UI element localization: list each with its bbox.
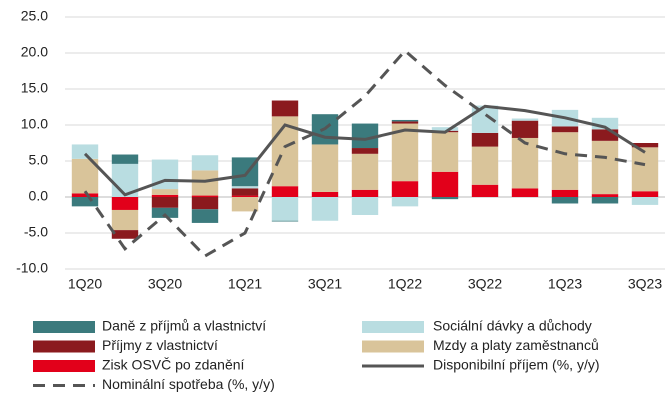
bar-segment xyxy=(551,197,579,204)
bar-segment xyxy=(551,132,579,190)
bar-segment xyxy=(391,181,419,197)
y-tick-label: 0.0 xyxy=(29,188,49,204)
x-tick-label: 1Q21 xyxy=(228,276,262,292)
bar-segment xyxy=(191,209,219,223)
y-tick-label: 20.0 xyxy=(21,44,48,60)
legend-label: Sociální dávky a důchody xyxy=(433,318,592,334)
x-tick-label: 3Q20 xyxy=(148,276,182,292)
bar-segment xyxy=(391,121,419,124)
bar-segment xyxy=(591,194,619,197)
bar-segment xyxy=(631,143,659,148)
bar-segment xyxy=(351,197,379,215)
bar-segment xyxy=(591,140,619,195)
y-tick-label: -10.0 xyxy=(16,260,48,276)
legend-swatch xyxy=(362,321,424,333)
y-tick-label: -5.0 xyxy=(24,224,48,240)
line xyxy=(83,48,646,258)
bar-segment xyxy=(111,209,139,231)
bar-segment xyxy=(231,188,259,196)
bar-segment xyxy=(631,197,659,205)
bar-segment xyxy=(271,220,299,222)
bar-segment xyxy=(471,132,499,147)
bar-segment xyxy=(591,129,619,141)
y-tick-label: 15.0 xyxy=(21,80,48,96)
legend-label: Příjmy z vlastnictví xyxy=(102,337,218,353)
legend-label: Zisk OSVČ po zdanění xyxy=(102,357,245,373)
legend-label: Mzdy a platy zaměstnanců xyxy=(433,337,599,353)
bar-segment xyxy=(151,189,179,195)
x-tick-label: 3Q23 xyxy=(628,276,662,292)
legend-label: Daně z příjmů a vlastnictví xyxy=(102,318,266,334)
bar-segment xyxy=(191,197,219,210)
bar-segment xyxy=(191,195,219,197)
bar-segment xyxy=(511,137,539,189)
bar-segment xyxy=(431,197,459,200)
legend-swatch xyxy=(33,340,95,353)
bar-segment xyxy=(431,171,459,197)
bar-segment xyxy=(311,197,339,221)
bar-segment xyxy=(351,153,379,190)
bar-segment xyxy=(71,144,99,159)
bar-segment xyxy=(151,194,179,197)
x-tick-label: 1Q22 xyxy=(388,276,422,292)
bar-segment xyxy=(591,117,619,130)
bar-segment xyxy=(471,184,499,197)
bar-segment xyxy=(151,207,179,218)
bar-segment xyxy=(231,186,259,189)
bar-segment xyxy=(511,120,539,138)
bar-segment xyxy=(551,126,579,133)
bar-segment xyxy=(191,155,219,171)
bar-segment xyxy=(311,191,339,197)
bar-segment xyxy=(151,197,179,208)
bar-segment xyxy=(271,197,299,221)
bar-segment xyxy=(311,144,339,192)
bar-segment xyxy=(431,132,459,172)
y-tick-label: 5.0 xyxy=(29,152,49,168)
y-tick-label: 10.0 xyxy=(21,116,48,132)
bar-segment xyxy=(111,197,139,210)
legend-label: Nominální spotřeba (%, y/y) xyxy=(102,376,275,392)
bar-segment xyxy=(271,100,299,117)
bar-segment xyxy=(591,197,619,204)
bar-segment xyxy=(471,146,499,185)
line xyxy=(83,104,646,197)
bar-segment xyxy=(191,170,219,196)
bar-segment xyxy=(391,119,419,122)
legend-swatch xyxy=(362,340,424,353)
bar-segment xyxy=(431,127,459,131)
bar-segment xyxy=(351,189,379,197)
bar-segment xyxy=(631,147,659,192)
bar-segment xyxy=(631,191,659,197)
x-tick-label: 1Q20 xyxy=(68,276,102,292)
x-tick-label: 1Q23 xyxy=(548,276,582,292)
bar-segment xyxy=(71,193,99,197)
bar-segment xyxy=(551,189,579,197)
bar-segment xyxy=(511,188,539,197)
bar-segment xyxy=(271,186,299,197)
bar-segment xyxy=(511,118,539,121)
legend-swatch xyxy=(33,360,95,372)
bar-segment xyxy=(111,154,139,164)
bar-segment xyxy=(391,197,419,207)
bar-segment xyxy=(111,230,139,239)
bar-segment xyxy=(231,197,259,212)
y-tick-label: 25.0 xyxy=(21,8,48,24)
bar-segment xyxy=(71,197,99,207)
x-tick-label: 3Q22 xyxy=(468,276,502,292)
legend-label: Disponibilní příjem (%, y/y) xyxy=(433,357,600,373)
bar-segment xyxy=(351,148,379,154)
bar-segment xyxy=(231,195,259,197)
x-tick-label: 3Q21 xyxy=(308,276,342,292)
legend-swatch xyxy=(33,321,95,333)
